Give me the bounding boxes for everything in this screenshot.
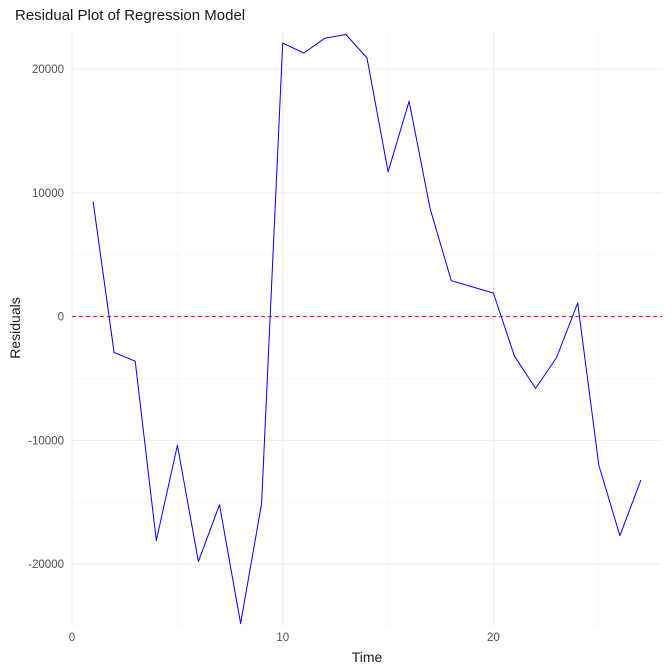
y-tick-label: 0 — [58, 312, 64, 324]
tick-labels: 0 10 20 -20000 -10000 0 10000 20000 — [28, 64, 500, 644]
residual-series-line — [92, 34, 642, 624]
x-axis-title: Time — [352, 649, 383, 665]
y-tick-label: -20000 — [28, 559, 64, 571]
y-tick-label: 20000 — [32, 64, 64, 76]
chart-title: Residual Plot of Regression Model — [15, 7, 245, 24]
x-tick-label: 0 — [69, 632, 75, 644]
x-tick-label: 10 — [276, 632, 289, 644]
series-layer — [92, 34, 642, 624]
y-axis-title: Residuals — [7, 297, 23, 358]
y-tick-label: -10000 — [28, 435, 64, 447]
y-tick-label: 10000 — [32, 188, 64, 200]
x-tick-label: 20 — [487, 632, 500, 644]
grid — [71, 32, 662, 627]
